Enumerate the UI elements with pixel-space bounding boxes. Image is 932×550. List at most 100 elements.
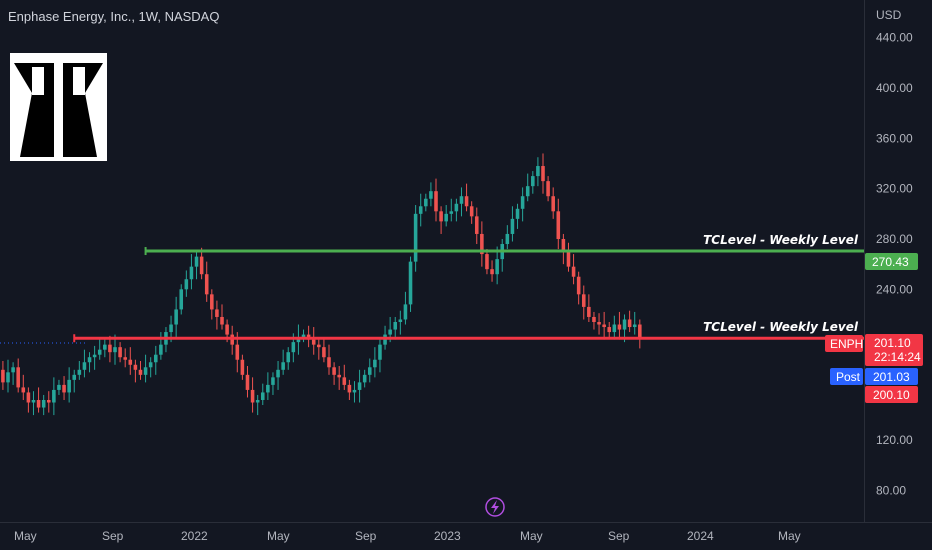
candle-body <box>632 324 637 328</box>
candle-body <box>153 354 158 363</box>
last-price-tag: 201.10 22:14:24 <box>865 334 923 366</box>
candle-body <box>128 359 133 365</box>
candle-body <box>169 324 173 333</box>
candle-body <box>408 261 413 305</box>
price-tick-label: 120.00 <box>876 433 913 447</box>
candle-body <box>82 362 87 370</box>
candle-body <box>291 342 296 353</box>
candle-body <box>1 369 5 383</box>
price-tick-label: 320.00 <box>876 182 913 196</box>
candle-body <box>103 344 107 350</box>
candle-body <box>240 359 245 375</box>
candle-body <box>11 367 15 373</box>
candle-body <box>143 367 148 375</box>
candle-body <box>536 166 540 177</box>
logo-t-icon <box>14 63 103 157</box>
candle-body <box>118 347 122 358</box>
time-label: May <box>14 529 37 543</box>
candle-body <box>250 389 255 403</box>
candle-body <box>469 206 474 217</box>
candle-body <box>286 352 291 363</box>
price-axis-currency: USD <box>876 8 902 22</box>
level-label-green: TCLevel - Weekly Level <box>703 233 859 247</box>
candle-body <box>485 254 489 270</box>
price-tick-label: 440.00 <box>876 31 913 45</box>
candle-body <box>449 211 454 214</box>
candle-body <box>189 266 194 280</box>
time-label: Sep <box>608 529 630 543</box>
candle-body <box>352 389 357 393</box>
candle-body <box>429 191 433 199</box>
candle-body <box>210 294 214 310</box>
time-label: Sep <box>355 529 377 543</box>
candle-body <box>332 367 336 375</box>
candle-body <box>474 216 479 234</box>
time-label: May <box>778 529 801 543</box>
candle-body <box>67 379 71 393</box>
bid-price-text: 200.10 <box>873 388 910 402</box>
candle-body <box>255 399 260 403</box>
candle-body <box>367 367 372 375</box>
candle-body <box>490 269 494 275</box>
candle-body <box>571 266 576 277</box>
candle-body <box>531 176 535 187</box>
price-tick-label: 400.00 <box>876 81 913 95</box>
candle-body <box>581 294 586 307</box>
candle-body <box>622 319 627 330</box>
candle-body <box>638 324 642 339</box>
candle-body <box>505 233 510 245</box>
bid-price-tag: 200.10 <box>865 386 918 403</box>
candle-body <box>327 357 331 368</box>
candle-body <box>276 369 280 378</box>
candle-body <box>281 362 285 370</box>
candle-body <box>225 324 229 335</box>
candle-body <box>317 344 321 348</box>
candle-body <box>52 389 56 403</box>
candle-body <box>362 374 367 383</box>
candle-body <box>184 279 189 290</box>
last-price-text: 201.10 <box>874 336 911 350</box>
post-label-tag: Post <box>830 368 863 385</box>
candle-body <box>271 377 275 385</box>
candle-body <box>551 196 555 212</box>
candle-body <box>16 367 20 388</box>
candle-body <box>301 334 306 338</box>
candle-body <box>413 213 418 262</box>
level-label-red: TCLevel - Weekly Level <box>703 320 859 334</box>
time-label: 2024 <box>687 529 714 543</box>
candle-body <box>612 324 617 333</box>
price-tick-label: 360.00 <box>876 131 913 145</box>
candle-body <box>556 211 561 239</box>
candle-body <box>148 362 153 368</box>
candle-body <box>322 347 326 358</box>
candle-body <box>77 369 82 375</box>
candle-body <box>57 384 61 390</box>
candle-body <box>561 238 566 252</box>
price-tick-label: 280.00 <box>876 232 913 246</box>
candle-body <box>174 309 178 325</box>
candle-body <box>6 372 10 383</box>
candle-body <box>424 198 428 207</box>
candle-body <box>576 276 581 295</box>
time-label: 2023 <box>434 529 461 543</box>
symbol-tag-text: ENPH <box>830 337 863 351</box>
candle-body <box>138 369 143 375</box>
candle-body <box>373 359 377 368</box>
price-axis-ticks: 440.00 400.00 360.00 320.00 280.00 240.00 120.… <box>876 31 913 498</box>
candle-body <box>72 374 77 380</box>
candle-body <box>260 392 265 400</box>
candle-body <box>194 256 199 267</box>
candle-body <box>204 274 209 295</box>
candle-body <box>92 354 97 358</box>
candle-body <box>520 196 525 209</box>
candle-body <box>311 339 316 345</box>
countdown-text: 22:14:24 <box>874 350 921 364</box>
candle-body <box>444 213 448 222</box>
candle-body <box>388 329 392 335</box>
candle-body <box>546 181 550 197</box>
candle-body <box>464 196 469 207</box>
candle-body <box>541 166 545 182</box>
lightning-icon[interactable] <box>485 497 505 517</box>
candle-body <box>62 384 66 393</box>
